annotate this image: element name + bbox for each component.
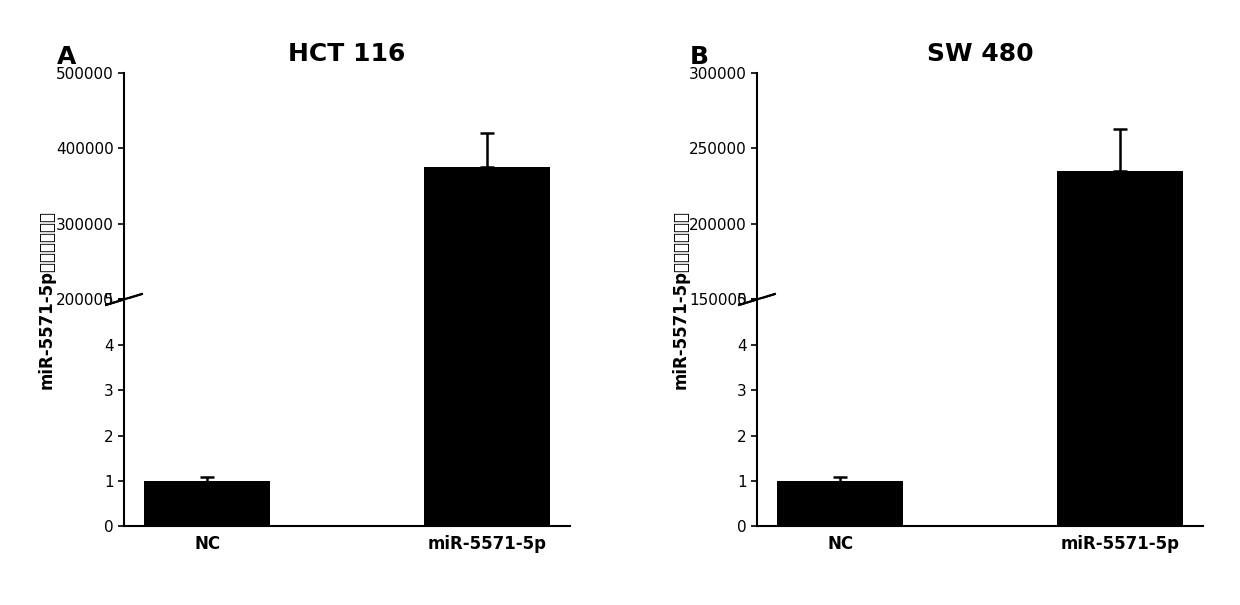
Text: miR-5571-5p相对表达水平: miR-5571-5p相对表达水平 xyxy=(671,210,689,389)
Bar xyxy=(777,481,903,526)
Bar xyxy=(144,481,270,526)
Text: miR-5571-5p相对表达水平: miR-5571-5p相对表达水平 xyxy=(38,210,56,389)
Title: HCT 116: HCT 116 xyxy=(288,42,405,67)
Text: B: B xyxy=(691,45,709,70)
Bar xyxy=(424,167,549,451)
Bar xyxy=(1056,0,1183,526)
Bar xyxy=(1056,171,1183,526)
Bar xyxy=(424,0,549,526)
Text: A: A xyxy=(57,45,77,70)
Title: SW 480: SW 480 xyxy=(926,42,1033,67)
